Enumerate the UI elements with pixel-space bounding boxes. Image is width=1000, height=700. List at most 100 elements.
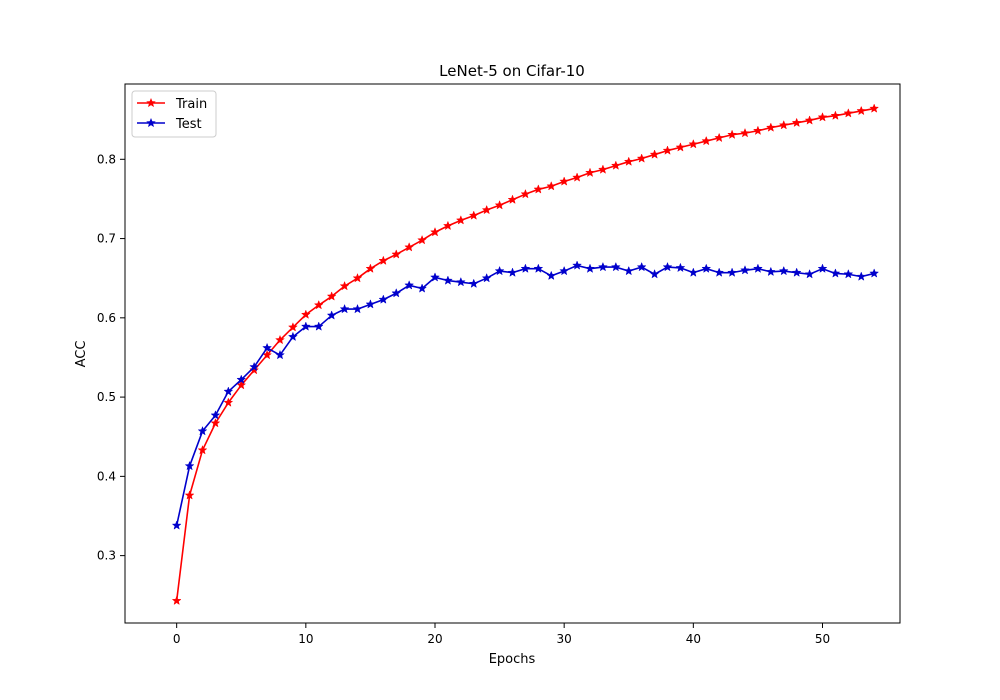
data-point-test — [520, 263, 531, 273]
data-point-test — [585, 263, 595, 273]
data-point-test — [236, 374, 247, 384]
data-point-train — [468, 210, 479, 220]
data-point-train — [752, 125, 763, 135]
data-point-test — [559, 265, 570, 276]
data-point-train — [688, 139, 699, 149]
data-point-test — [533, 263, 544, 273]
data-point-test — [275, 349, 285, 360]
data-point-test — [765, 266, 776, 277]
y-axis-label: ACC — [74, 341, 89, 368]
data-point-test — [507, 267, 518, 277]
x-axis-label: Epochs — [489, 652, 536, 667]
data-point-train — [610, 160, 621, 170]
data-point-test — [417, 283, 428, 293]
data-point-test — [326, 310, 337, 320]
x-tick-label: 30 — [557, 632, 572, 646]
data-point-train — [662, 145, 673, 155]
data-point-train — [649, 149, 660, 159]
data-point-train — [740, 127, 750, 138]
y-tick-label: 0.6 — [97, 311, 116, 325]
data-point-test — [727, 267, 738, 277]
series-layer — [171, 103, 880, 606]
data-point-test — [313, 321, 324, 331]
data-point-test — [778, 265, 789, 276]
data-point-test — [430, 272, 440, 282]
data-point-test — [623, 265, 634, 276]
data-point-test — [455, 276, 466, 287]
data-point-train — [869, 103, 880, 113]
data-point-train — [417, 234, 428, 245]
chart-title: LeNet-5 on Cifar-10 — [439, 62, 585, 80]
data-point-train — [287, 322, 298, 332]
data-point-test — [546, 270, 557, 281]
data-point-test — [597, 261, 608, 272]
data-point-train — [830, 110, 841, 120]
data-point-train — [817, 112, 828, 122]
data-point-test — [494, 265, 505, 276]
data-point-train — [391, 249, 402, 259]
y-axis-ticks: 0.3 0.4 0.5 0.6 0.7 0.8 — [97, 152, 125, 563]
y-tick-label: 0.8 — [97, 152, 116, 166]
data-point-train — [791, 117, 802, 128]
data-point-test — [223, 386, 234, 396]
data-point-train — [275, 334, 285, 345]
data-point-test — [365, 299, 376, 309]
data-point-train — [300, 309, 311, 319]
data-point-test — [804, 269, 815, 279]
data-point-test — [649, 269, 660, 279]
data-point-train — [843, 108, 854, 118]
data-point-train — [236, 380, 247, 390]
series-test — [171, 260, 880, 530]
data-point-train — [559, 176, 570, 186]
legend-label-test: Test — [175, 117, 202, 132]
data-point-train — [210, 418, 221, 428]
data-point-test — [300, 321, 311, 331]
data-point-train — [378, 255, 389, 265]
y-tick-label: 0.5 — [97, 390, 116, 404]
data-point-train — [481, 204, 492, 215]
data-point-train — [184, 490, 195, 500]
data-point-train — [326, 291, 337, 301]
data-point-test — [662, 261, 673, 272]
data-point-test — [404, 280, 415, 290]
data-point-train — [585, 167, 595, 177]
data-point-train — [675, 142, 686, 152]
data-point-train — [727, 129, 738, 139]
legend-marker-train — [146, 97, 156, 108]
data-point-test — [701, 263, 712, 273]
data-point-train — [430, 227, 440, 237]
data-point-train — [804, 115, 815, 125]
data-point-train — [701, 135, 712, 146]
data-point-test — [352, 303, 363, 314]
data-point-test — [817, 263, 828, 273]
legend-marker-test — [146, 117, 156, 128]
data-point-test — [740, 265, 750, 275]
data-point-train — [636, 153, 647, 163]
data-point-test — [171, 520, 182, 530]
data-point-train — [856, 105, 867, 116]
y-tick-label: 0.7 — [97, 232, 116, 246]
data-point-train — [765, 122, 776, 132]
data-point-train — [455, 215, 466, 225]
data-point-train — [597, 164, 608, 174]
data-point-test — [610, 261, 621, 272]
data-point-train — [778, 120, 789, 130]
data-point-train — [442, 220, 453, 231]
data-point-test — [636, 261, 647, 272]
data-point-test — [378, 294, 389, 304]
data-point-train — [714, 132, 725, 143]
y-tick-label: 0.4 — [97, 469, 116, 483]
data-point-test — [262, 342, 273, 353]
data-point-train — [507, 194, 518, 204]
data-point-train — [572, 172, 583, 182]
data-point-train — [404, 242, 415, 252]
data-point-test — [339, 303, 350, 314]
legend-label-train: Train — [175, 97, 207, 112]
plot-area-frame — [124, 83, 901, 624]
x-tick-label: 50 — [815, 632, 830, 646]
data-point-train — [546, 181, 557, 191]
data-point-test — [249, 361, 260, 372]
data-point-test — [468, 278, 479, 288]
data-point-test — [210, 410, 221, 420]
